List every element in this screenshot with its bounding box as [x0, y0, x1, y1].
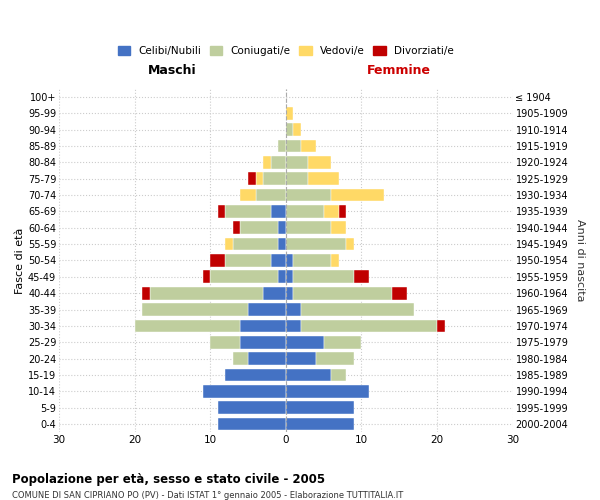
- Y-axis label: Fasce di età: Fasce di età: [15, 228, 25, 294]
- Bar: [278, 140, 286, 152]
- Bar: [278, 222, 286, 234]
- Bar: [149, 287, 263, 300]
- Bar: [263, 172, 286, 185]
- Bar: [308, 156, 331, 168]
- Bar: [241, 188, 256, 202]
- Bar: [233, 222, 241, 234]
- Bar: [286, 123, 293, 136]
- Bar: [286, 287, 293, 300]
- Bar: [271, 156, 286, 168]
- Bar: [346, 238, 354, 250]
- Bar: [263, 287, 286, 300]
- Bar: [248, 172, 256, 185]
- Bar: [263, 156, 271, 168]
- Bar: [286, 336, 323, 348]
- Bar: [241, 336, 286, 348]
- Bar: [286, 418, 354, 430]
- Bar: [286, 352, 316, 365]
- Bar: [218, 402, 286, 414]
- Bar: [286, 222, 331, 234]
- Bar: [286, 156, 308, 168]
- Bar: [331, 222, 346, 234]
- Bar: [271, 254, 286, 267]
- Bar: [226, 254, 271, 267]
- Bar: [218, 205, 226, 218]
- Bar: [241, 320, 286, 332]
- Bar: [278, 270, 286, 283]
- Y-axis label: Anni di nascita: Anni di nascita: [575, 219, 585, 302]
- Bar: [286, 402, 354, 414]
- Bar: [339, 205, 346, 218]
- Bar: [203, 270, 210, 283]
- Bar: [210, 336, 241, 348]
- Bar: [286, 140, 301, 152]
- Bar: [278, 238, 286, 250]
- Bar: [392, 287, 407, 300]
- Bar: [293, 123, 301, 136]
- Bar: [301, 140, 316, 152]
- Bar: [241, 222, 278, 234]
- Bar: [286, 320, 301, 332]
- Bar: [316, 352, 354, 365]
- Text: Popolazione per età, sesso e stato civile - 2005: Popolazione per età, sesso e stato civil…: [12, 472, 325, 486]
- Bar: [286, 270, 293, 283]
- Bar: [286, 254, 293, 267]
- Bar: [293, 254, 331, 267]
- Bar: [271, 205, 286, 218]
- Bar: [331, 188, 384, 202]
- Bar: [256, 188, 286, 202]
- Bar: [226, 368, 286, 382]
- Bar: [142, 287, 149, 300]
- Legend: Celibi/Nubili, Coniugati/e, Vedovi/e, Divorziati/e: Celibi/Nubili, Coniugati/e, Vedovi/e, Di…: [118, 46, 454, 56]
- Text: COMUNE DI SAN CIPRIANO PO (PV) - Dati ISTAT 1° gennaio 2005 - Elaborazione TUTTI: COMUNE DI SAN CIPRIANO PO (PV) - Dati IS…: [12, 491, 403, 500]
- Text: Maschi: Maschi: [148, 64, 197, 77]
- Bar: [218, 418, 286, 430]
- Text: Femmine: Femmine: [367, 64, 431, 77]
- Bar: [233, 238, 278, 250]
- Bar: [226, 205, 271, 218]
- Bar: [331, 254, 339, 267]
- Bar: [226, 238, 233, 250]
- Bar: [308, 172, 339, 185]
- Bar: [354, 270, 369, 283]
- Bar: [286, 172, 308, 185]
- Bar: [286, 238, 346, 250]
- Bar: [286, 188, 331, 202]
- Bar: [323, 336, 361, 348]
- Bar: [286, 205, 323, 218]
- Bar: [293, 270, 354, 283]
- Bar: [233, 352, 248, 365]
- Bar: [203, 385, 286, 398]
- Bar: [301, 320, 437, 332]
- Bar: [256, 172, 263, 185]
- Bar: [286, 368, 331, 382]
- Bar: [248, 303, 286, 316]
- Bar: [248, 352, 286, 365]
- Bar: [437, 320, 445, 332]
- Bar: [286, 303, 301, 316]
- Bar: [142, 303, 248, 316]
- Bar: [301, 303, 415, 316]
- Bar: [286, 107, 293, 120]
- Bar: [210, 270, 278, 283]
- Bar: [293, 287, 392, 300]
- Bar: [134, 320, 241, 332]
- Bar: [210, 254, 226, 267]
- Bar: [323, 205, 339, 218]
- Bar: [286, 385, 369, 398]
- Bar: [331, 368, 346, 382]
